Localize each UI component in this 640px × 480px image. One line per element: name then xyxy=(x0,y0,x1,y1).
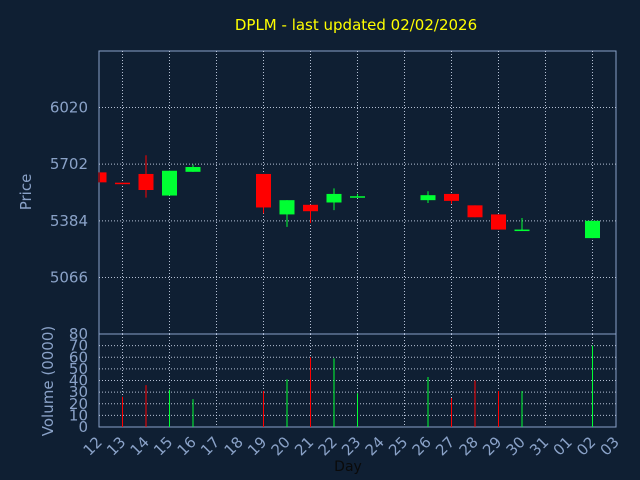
x-tick-label: 16 xyxy=(174,433,200,459)
x-axis: 1213141516171819202122232425262728293031… xyxy=(80,433,623,459)
candle-body xyxy=(514,229,530,232)
x-tick-label: 27 xyxy=(432,433,458,459)
price-axis-label: Price xyxy=(17,174,35,211)
x-tick-label: 14 xyxy=(127,433,153,459)
candle-body xyxy=(467,205,483,218)
candle-body xyxy=(256,173,271,208)
candle-body xyxy=(420,195,436,201)
candle-body xyxy=(585,220,600,239)
x-tick-label: 21 xyxy=(291,433,317,459)
price-tick-label: 5384 xyxy=(50,212,88,230)
x-tick-label: 12 xyxy=(80,433,106,459)
x-tick-label: 22 xyxy=(315,433,341,459)
x-tick-label: 31 xyxy=(526,433,552,459)
x-tick-label: 30 xyxy=(503,433,529,459)
x-tick-label: 26 xyxy=(409,433,435,459)
price-tick-label: 5702 xyxy=(50,155,88,173)
candle-body xyxy=(100,172,107,183)
candle-body xyxy=(138,173,154,191)
x-tick-label: 03 xyxy=(597,433,623,459)
x-tick-label: 23 xyxy=(338,433,364,459)
candle-body xyxy=(350,196,365,198)
x-tick-label: 20 xyxy=(268,433,294,459)
volume-tick-label: 20 xyxy=(69,395,88,413)
candle-body xyxy=(115,182,130,185)
x-tick-label: 18 xyxy=(221,433,247,459)
price-panel: 5066 5384 5702 6020 xyxy=(50,50,617,335)
x-tick-label: 28 xyxy=(456,433,482,459)
candle-body xyxy=(444,193,459,201)
price-tick-label: 6020 xyxy=(50,98,88,116)
x-tick-label: 13 xyxy=(103,433,129,459)
volume-tick-label: 40 xyxy=(69,372,88,390)
volume-tick-label: 60 xyxy=(69,348,88,366)
x-tick-label: 17 xyxy=(197,433,223,459)
volume-tick-label: 50 xyxy=(69,360,88,378)
volume-tick-label: 0 xyxy=(78,418,88,436)
x-tick-label: 15 xyxy=(150,433,176,459)
volume-axis-label: Volume (0000) xyxy=(39,326,57,436)
x-axis-label: Day xyxy=(334,459,362,475)
candle-body xyxy=(162,170,177,196)
x-tick-label: 25 xyxy=(385,433,411,459)
volume-tick-label: 10 xyxy=(69,406,88,424)
x-tick-label: 29 xyxy=(479,433,505,459)
x-tick-label: 19 xyxy=(244,433,270,459)
x-tick-label: 24 xyxy=(362,433,388,459)
price-tick-label: 5066 xyxy=(50,269,88,287)
candle-body xyxy=(279,200,295,215)
candle-body xyxy=(303,204,318,212)
chart-title: DPLM - last updated 02/02/2026 xyxy=(235,16,477,34)
volume-tick-label: 80 xyxy=(69,325,88,343)
x-tick-label: 01 xyxy=(550,433,576,459)
candle-body xyxy=(185,167,201,172)
candle-body xyxy=(326,193,342,203)
candle-body xyxy=(491,214,506,230)
x-tick-label: 02 xyxy=(573,433,599,459)
volume-tick-label: 70 xyxy=(69,337,88,355)
volume-tick-label: 30 xyxy=(69,383,88,401)
